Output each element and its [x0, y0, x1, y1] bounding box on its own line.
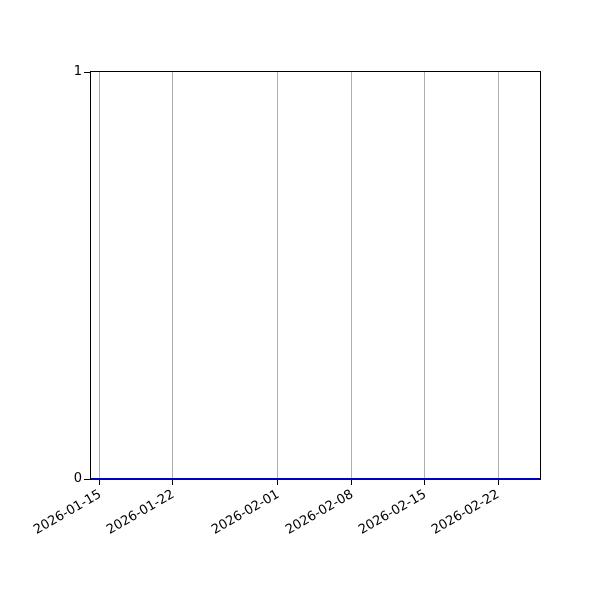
y-tick-label: 1 [73, 64, 82, 79]
x-tick-label: 2026-01-15 [30, 487, 104, 538]
y-tick-label: 0 [73, 471, 82, 486]
x-tick-label: 2026-01-22 [104, 487, 178, 538]
x-tick-label: 2026-02-22 [429, 487, 503, 538]
x-tick-label: 2026-02-08 [282, 487, 356, 538]
x-tick-label: 2026-02-15 [356, 487, 430, 538]
plot-area [90, 71, 541, 480]
x-tick-label: 2026-02-01 [209, 487, 283, 538]
